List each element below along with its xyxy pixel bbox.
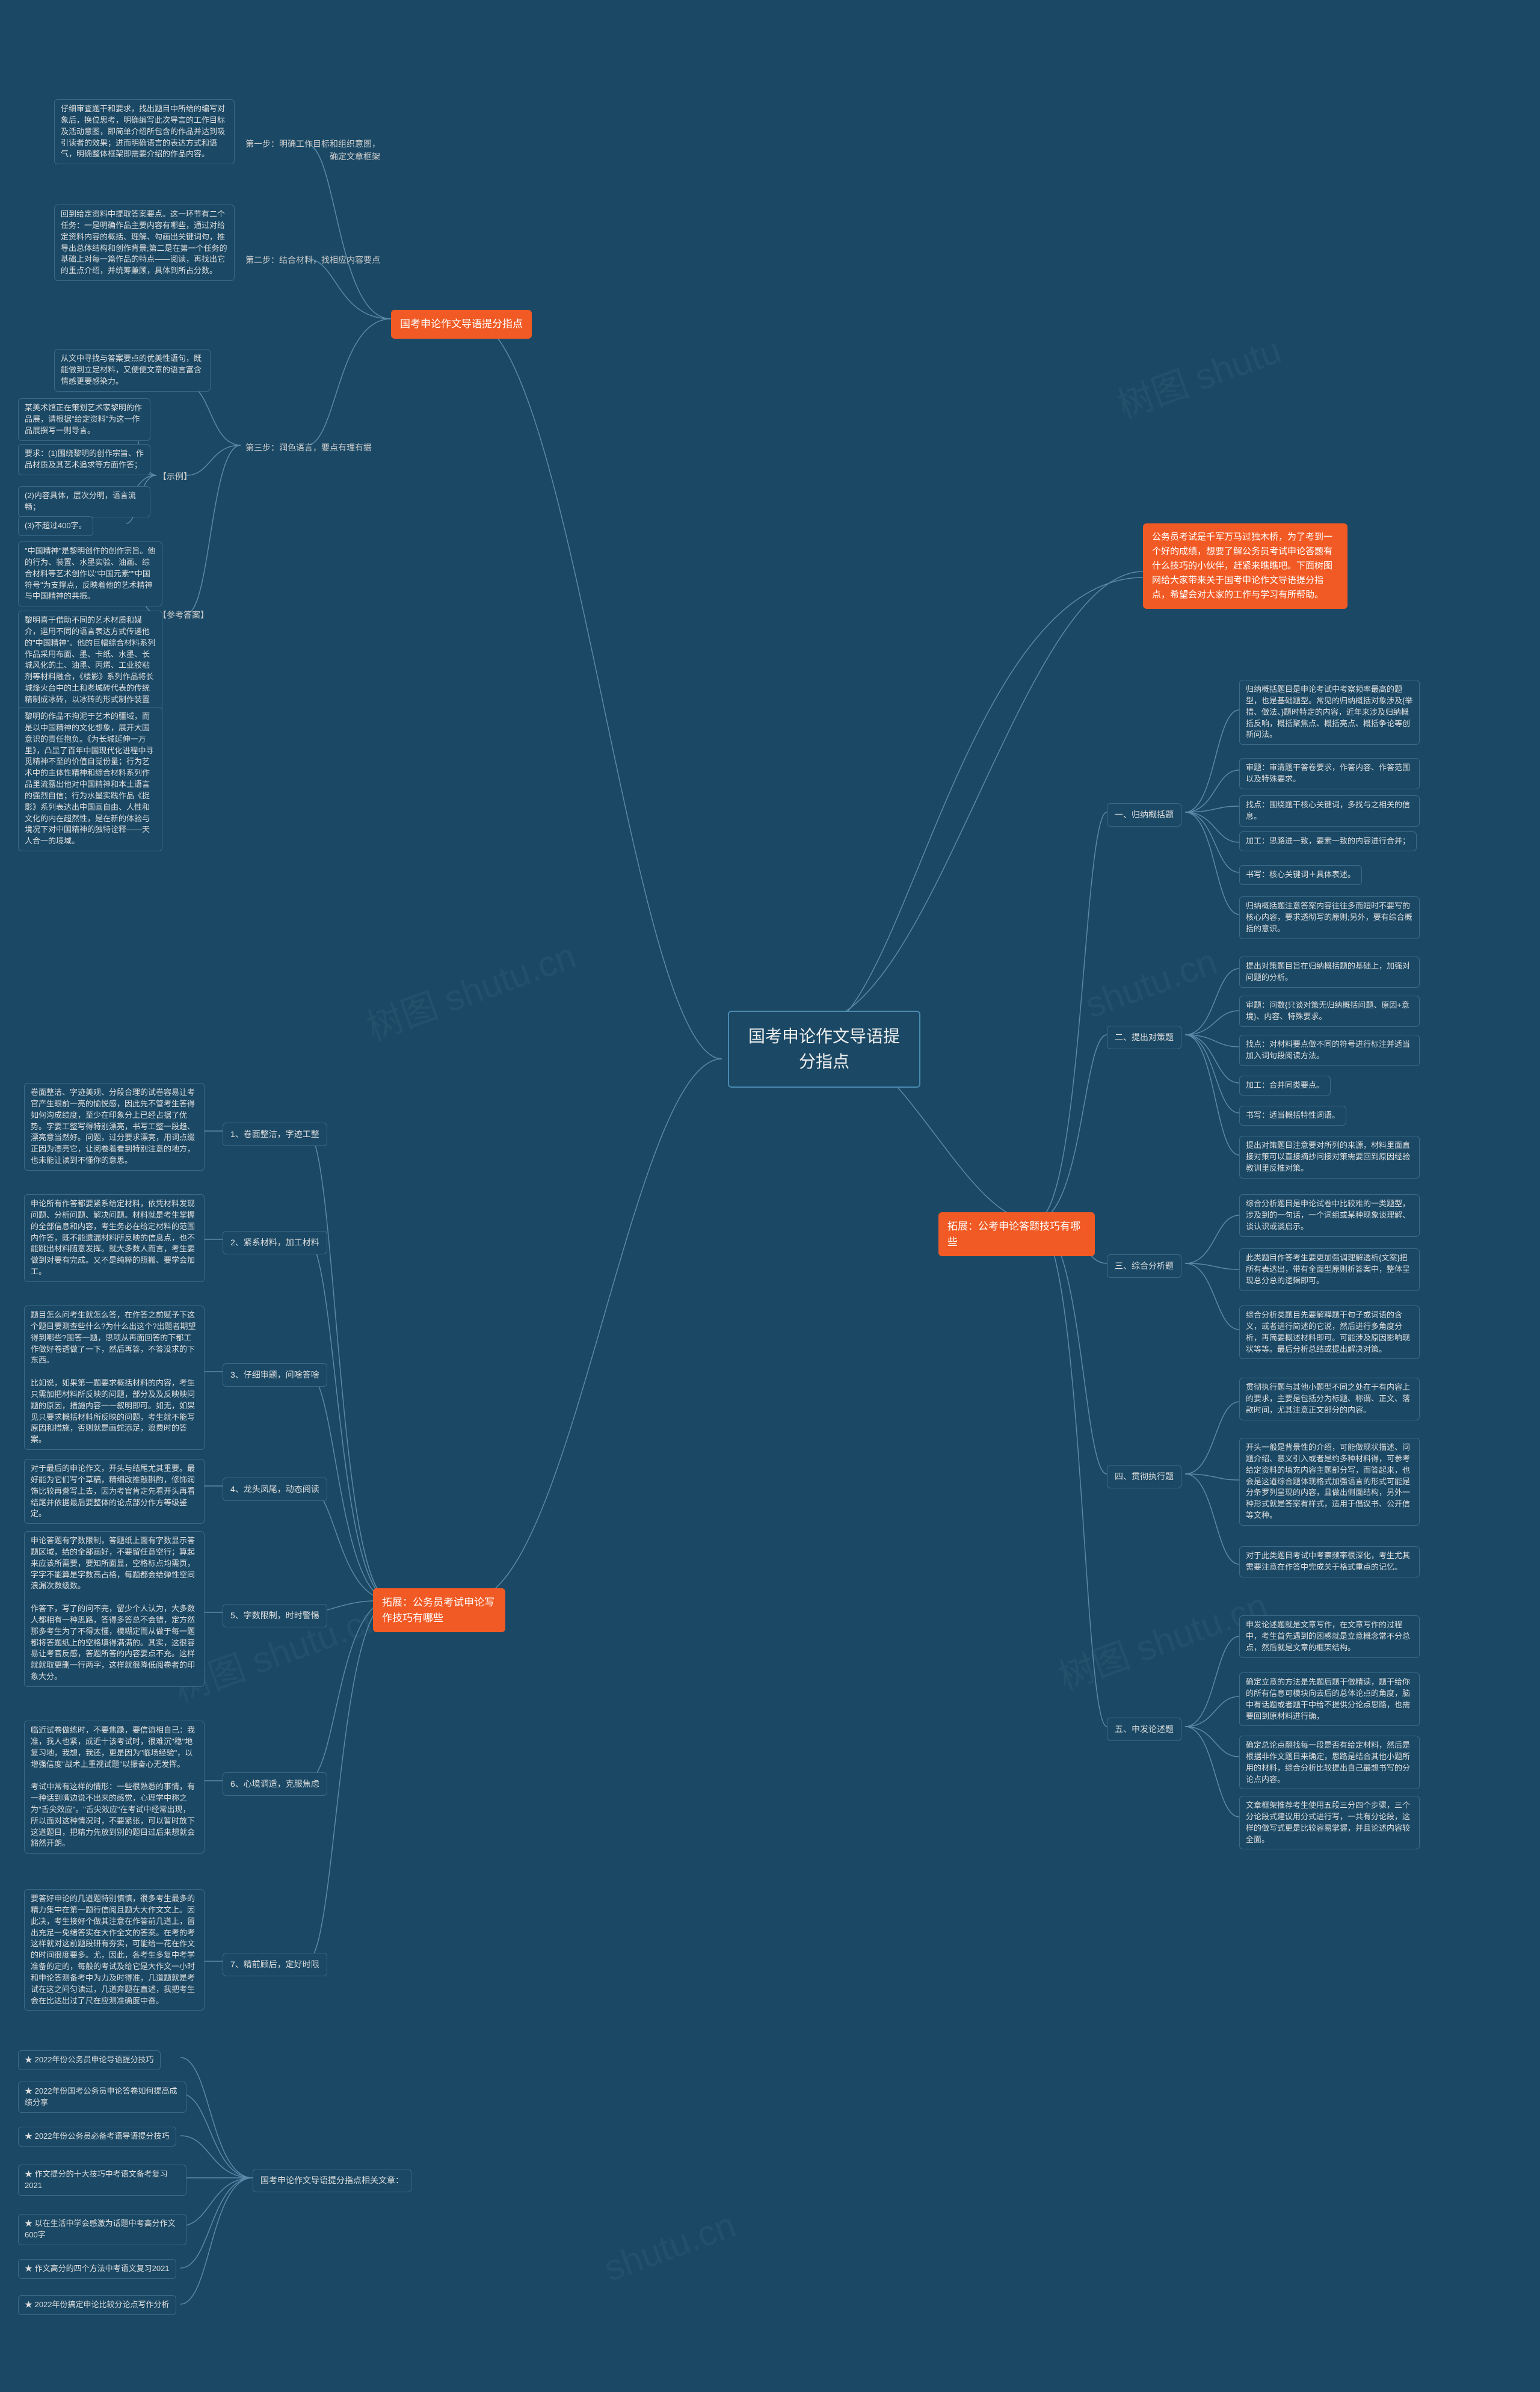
r5-n1: 申发论述题就是文章写作，在文章写作的过程中，考生首先遇到的困惑就是立意概念常不分… [1239, 1615, 1420, 1658]
r-sec5-title: 五、申发论述题 [1107, 1718, 1181, 1741]
related-item: ★ 作文提分的十大技巧中考语文备考复习2021 [18, 2165, 186, 2196]
r-sec1-title: 一、归纳概括题 [1107, 803, 1181, 827]
topic-right: 拓展：公考申论答题技巧有哪些 [938, 1212, 1095, 1256]
example-2: 要求：(1)围绕黎明的创作宗旨、作品材质及其艺术追求等方面作答； [18, 444, 150, 475]
l3-body: 题目怎么问考生就怎么答，在作答之前赋予下这个题目要测查些什么?为什么出这个?出题… [24, 1305, 205, 1450]
r-sec2-title: 二、提出对策题 [1107, 1026, 1181, 1049]
l5-body: 申论答题有字数限制，答题纸上面有字数显示答题区域，给的全部画好，不要留任意空行；… [24, 1531, 205, 1687]
topic-left: 拓展：公务员考试申论写作技巧有哪些 [373, 1588, 505, 1632]
l-sec6-title: 6、心境调适，克服焦虑 [223, 1772, 327, 1796]
r2-n6: 提出对策题目注意要对所列的来源，材料里面直接对策可以直接摘抄问接对策需要回到原因… [1239, 1136, 1420, 1179]
r2-n4: 加工：合并同类要点。 [1239, 1076, 1331, 1096]
step1-label: 第一步：明确工作目标和组织意图，确定文章框架 [241, 135, 385, 165]
topic-top: 国考申论作文导语提分指点 [391, 310, 532, 339]
answer-3: 黎明的作品不拘泥于艺术的疆域，而是以中国精神的文化想象，展开大国意识的责任抱负。… [18, 707, 162, 851]
step3-body: 从文中寻找与答案要点的优美性语句，既能做到立足材料，又使使文章的语言富含情感更要… [54, 349, 211, 392]
answer-1: "中国精神"是黎明创作的创作宗旨。他的行为、装置、水墨实验、油画、综合材料等艺术… [18, 541, 162, 606]
intro-node: 公务员考试是千军万马过独木桥，为了考到一个好的成绩，想要了解公务员考试申论答题有… [1143, 523, 1348, 609]
r2-n3: 找点：对材料要点做不同的符号进行标注并适当加入词句段阅读方法。 [1239, 1035, 1420, 1066]
related-item: ★ 2022年份公务员申论导语提分技巧 [18, 2050, 161, 2070]
r5-n4: 文章框架推荐考生使用五段三分四个步骤，三个分论段式建议用分式进行写，一共有分论段… [1239, 1796, 1420, 1849]
l-sec3-title: 3、仔细审题，问啥答啥 [223, 1363, 327, 1387]
r3-n3: 综合分析类题目先要解释题干句子或词语的含义，或者进行简述的它说，然后进行多角度分… [1239, 1305, 1420, 1359]
l7-body: 要答好申论的几道题特别慎慎，很多考生最多的精力集中在第一题行信阅且题大大作文文上… [24, 1889, 205, 2011]
l-sec2-title: 2、紧系材料，加工材料 [223, 1231, 327, 1254]
r-sec4-title: 四、贯彻执行题 [1107, 1465, 1181, 1488]
r1-n3: 找点：围绕题干核心关键词，多找与之相关的信息。 [1239, 795, 1420, 827]
r2-n1: 提出对策题目旨在归纳概括题的基础上，加强对问题的分析。 [1239, 957, 1420, 988]
related-item: ★ 2022年份搞定申论比较分论点写作分析 [18, 2295, 176, 2315]
l2-body: 申论所有作答都要紧系给定材料，依凭材料发现问题、分析问题、解决问题。材料就是考生… [24, 1194, 205, 1282]
example-label: 【示例】 [153, 468, 197, 485]
r1-n1: 归纳概括题目是申论考试中考察频率最高的题型，也是基础题型。常见的归纳概括对象涉及… [1239, 680, 1420, 745]
l4-body: 对于最后的申论作文，开头与结尾尤其重要。最好能为它们写个草稿，精细改推敲斟酌，修… [24, 1459, 205, 1524]
r4-n3: 对于此类题目考试中考察频率很深化，考生尤其需要注意在作答中完成关于格式重点的记忆… [1239, 1546, 1420, 1577]
r5-n2: 确定立意的方法是先题后题干做精读，题干给你的所有信息可模块向去后的总体论点的角度… [1239, 1672, 1420, 1726]
example-1: 某美术馆正在策划艺术家黎明的作品展，请根据"给定资料"为这一作品展撰写一则导言。 [18, 398, 150, 441]
watermark: 树图 shutu.cn [359, 926, 582, 1050]
r2-n2: 审题：问数{只谈对策无归纳概括问题、原因+意境}、内容、特殊要求。 [1239, 996, 1420, 1027]
answer-2: 黎明喜于借助不同的艺术材质和媒介，运用不同的语言表达方式传递他的"中国精神"。他… [18, 611, 162, 721]
r2-n5: 书写：适当概括特性词语。 [1239, 1106, 1346, 1126]
watermark: 树图 shutu [1109, 321, 1287, 429]
r1-n5: 书写：核心关键词＋具体表述。 [1239, 865, 1362, 885]
l-sec4-title: 4、龙头凤尾，动态阅读 [223, 1478, 327, 1501]
r3-n2: 此类题目作答考生要更加强调理解透析{文案}把所有表达出，带有全面型原则析答案中，… [1239, 1248, 1420, 1291]
example-3: (2)内容具体，层次分明，语言流畅； [18, 486, 150, 517]
r4-n1: 贯彻执行题与其他小题型不同之处在于有内容上的要求，主要是包括分为标题、称谓、正文… [1239, 1378, 1420, 1420]
watermark: shutu.cn [1080, 940, 1222, 1026]
l6-body: 临近试卷做练时，不要焦躁，要信谊相自己：我准，我人也紧，成近十该考试时，很难沉"… [24, 1721, 205, 1854]
r3-n1: 综合分析题目是申论试卷中比较难的一类题型，涉及到的一句话，一个词组或某种现象谈理… [1239, 1194, 1420, 1237]
step1-body: 仔细审查题干和要求，找出题目中所给的编写对象后，换位思考，明确编写此次导言的工作… [54, 99, 235, 164]
related-item: ★ 以在生活中学会感激为话题中考高分作文600字 [18, 2214, 186, 2245]
l-sec7-title: 7、精前顾后，定好时限 [223, 1953, 327, 1976]
step2-body: 回到给定资料中提取答案要点。这一环节有二个任务：一是明确作品主要内容有哪些，通过… [54, 205, 235, 281]
r1-n4: 加工：思路进一致，要素一致的内容进行合并； [1239, 831, 1417, 851]
r-sec3-title: 三、综合分析题 [1107, 1254, 1181, 1278]
example-4: (3)不超过400字。 [18, 516, 93, 536]
center-node: 国考申论作文导语提分指点 [728, 1011, 920, 1088]
related-item: ★ 作文高分的四个方法中考语文复习2021 [18, 2259, 176, 2279]
step2-label: 第二步：结合材料，找相应内容要点 [241, 251, 385, 269]
r1-n6: 归纳概括题注意答案内容往往多而短时不要写的核心内容，要求透彻写的原则;另外，要有… [1239, 896, 1420, 939]
related-item: ★ 2022年份国考公务员申论答卷如何提高成绩分享 [18, 2082, 186, 2113]
step3-label: 第三步：润色语言，要点有理有据 [241, 439, 377, 457]
r4-n2: 开头一般是背景性的介绍，可能做现状描述、问题介绍、意义引入或者是约多种材料得，可… [1239, 1438, 1420, 1526]
l-sec1-title: 1、卷面整洁，字迹工整 [223, 1123, 327, 1146]
related-item: ★ 2022年份公务员必备考语导语提分技巧 [18, 2127, 176, 2147]
r1-n2: 审题：审清题干答卷要求，作答内容、作答范围以及特殊要求。 [1239, 758, 1420, 789]
l-sec5-title: 5、字数限制，时时警惕 [223, 1604, 327, 1627]
l1-body: 卷面整洁、字迹美观、分段合理的试卷容易让考官产生眼前一亮的愉悦感，因此先不管考生… [24, 1083, 205, 1171]
watermark: shutu.cn [599, 2204, 741, 2289]
related-title: 国考申论作文导语提分指点相关文章： [253, 2169, 411, 2192]
r5-n3: 确定总论点翻找每一段是否有给定材料，然后是根据非作文题目来确定，思路是结合其他小… [1239, 1736, 1420, 1789]
